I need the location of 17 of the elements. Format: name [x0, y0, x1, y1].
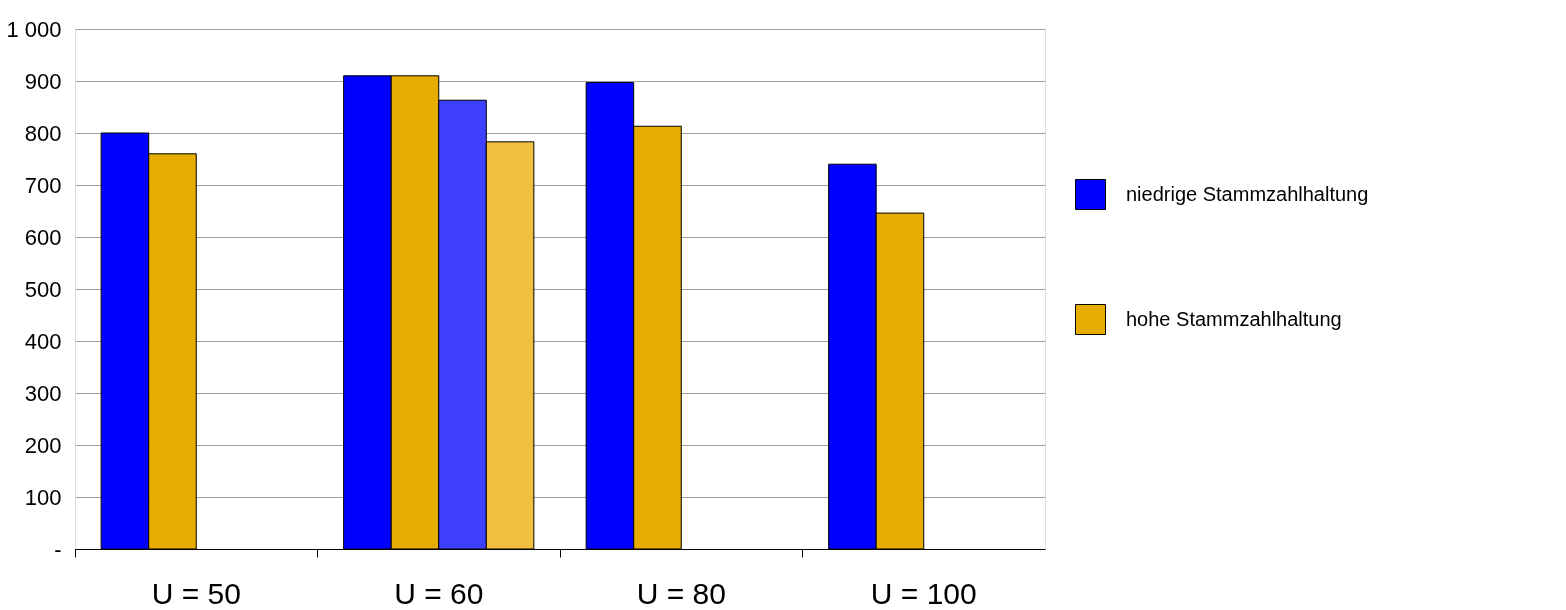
y-tick-label: 200: [24, 432, 62, 458]
y-tick-label: 600: [24, 224, 62, 250]
y-tick-label: 1 000: [6, 16, 62, 42]
x-tick-label: U = 100: [870, 576, 977, 610]
y-tick-label: 400: [24, 328, 62, 354]
x-tick-label: U = 50: [151, 576, 241, 610]
y-tick-label: 700: [24, 172, 62, 198]
y-tick-label: 500: [24, 276, 62, 302]
y-tick-label: 900: [24, 68, 62, 94]
y-tick-label: 300: [24, 380, 62, 406]
legend-label: niedrige Stammzahlhaltung: [1126, 182, 1369, 205]
x-tick-label: U = 80: [636, 576, 726, 610]
legend-label: hohe Stammzahlhaltung: [1126, 307, 1342, 330]
y-tick-label: -: [54, 536, 62, 562]
y-tick-label: 800: [24, 120, 62, 146]
x-tick-label: U = 60: [394, 576, 484, 610]
y-tick-label: 100: [24, 484, 62, 510]
